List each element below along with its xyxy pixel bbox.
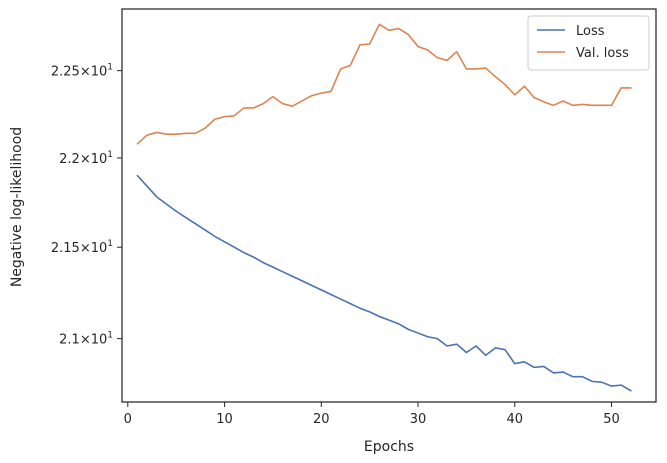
series-line-loss <box>136 174 632 392</box>
plot-area-frame <box>121 8 657 403</box>
y-tick-label: 2.15×101 <box>51 239 113 256</box>
y-tick-times: ×10 <box>80 152 107 167</box>
y-tick-mantissa: 2.25 <box>51 65 80 80</box>
y-tick-label: 2.25×101 <box>51 63 113 80</box>
x-tick-label: 50 <box>603 412 620 427</box>
y-tick-times: ×10 <box>80 65 107 80</box>
y-tick-mantissa: 2.1 <box>59 333 80 348</box>
legend-label: Loss <box>576 24 605 39</box>
y-tick-mantissa: 2.15 <box>51 241 80 256</box>
x-tick-label: 20 <box>313 412 330 427</box>
legend-label: Val. loss <box>576 46 629 61</box>
y-tick-times: ×10 <box>80 333 107 348</box>
y-tick-label: 2.2×101 <box>59 150 113 167</box>
y-tick-times: ×10 <box>80 241 107 256</box>
y-tick-mantissa: 2.2 <box>59 152 80 167</box>
series-lines <box>136 23 632 392</box>
x-axis-ticks: 0 10 20 30 40 50 <box>124 402 620 427</box>
x-axis-label: Epochs <box>364 439 414 455</box>
legend: Loss Val. loss <box>527 15 650 71</box>
y-axis-label: Negative log-likelihood <box>9 127 25 287</box>
x-tick-label: 10 <box>216 412 233 427</box>
x-tick-label: 40 <box>506 412 523 427</box>
y-tick-label: 2.1×101 <box>59 331 113 348</box>
y-tick-exponent: 1 <box>107 331 113 341</box>
x-tick-label: 0 <box>124 412 132 427</box>
y-tick-exponent: 1 <box>107 63 113 73</box>
series-line-val-loss <box>136 23 632 145</box>
y-tick-exponent: 1 <box>107 150 113 160</box>
x-tick-label: 30 <box>410 412 427 427</box>
y-tick-exponent: 1 <box>107 239 113 249</box>
